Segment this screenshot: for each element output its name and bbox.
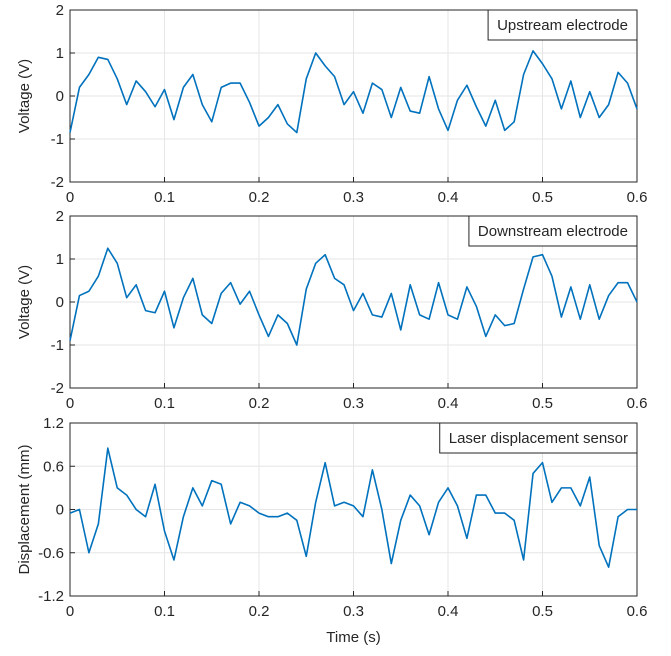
y-tick-label: 0 <box>56 294 64 311</box>
y-axis-label: Displacement (mm) <box>16 444 33 574</box>
legend-label: Upstream electrode <box>497 17 628 34</box>
legend: Downstream electrode <box>468 215 638 247</box>
y-tick-label: -1 <box>51 337 64 354</box>
subplot: 0 0.1 0.2 0.3 0.4 0.5 0.6 -1.2 -0.6 0 0.6 1.2 Displa… <box>16 415 647 646</box>
y-tick-label: 2 <box>56 2 64 19</box>
y-tick-label: 2 <box>56 208 64 225</box>
x-tick-label: 0.6 <box>627 189 648 206</box>
y-tick-label: -1.2 <box>38 588 64 605</box>
axes-box <box>69 9 638 183</box>
y-tick-label: 0 <box>56 88 64 105</box>
x-tick-label: 0.3 <box>343 395 364 412</box>
x-tick-label: 0.1 <box>154 189 175 206</box>
x-tick-label: 0.2 <box>249 603 270 620</box>
legend: Upstream electrode <box>487 9 638 41</box>
x-tick-label: 0.6 <box>627 395 648 412</box>
y-tick-label: 1 <box>56 251 64 268</box>
y-tick-label: -1 <box>51 131 64 148</box>
data-line <box>69 447 637 568</box>
x-tick-label: 0.2 <box>249 395 270 412</box>
y-axis-label: Voltage (V) <box>16 59 33 133</box>
x-tick-label: 0.1 <box>154 603 175 620</box>
x-axis-label: Time (s) <box>326 629 380 646</box>
x-tick-label: 0.5 <box>532 395 553 412</box>
legend-box <box>487 9 638 41</box>
y-tick-label: -0.6 <box>38 545 64 562</box>
x-tick-label: 0.4 <box>438 189 459 206</box>
x-tick-label: 0.5 <box>532 189 553 206</box>
subplot: 0 0.1 0.2 0.3 0.4 0.5 0.6 -2 -1 0 1 2 Voltage (V) Dow… <box>16 208 647 412</box>
y-tick-label: 1 <box>56 45 64 62</box>
y-tick-label: 0 <box>56 502 64 519</box>
legend-box <box>468 215 638 247</box>
y-tick-label: 0.6 <box>43 458 64 475</box>
y-tick-label: -2 <box>51 174 64 191</box>
legend: Laser displacement sensor <box>439 422 638 454</box>
legend-label: Laser displacement sensor <box>449 430 628 447</box>
x-tick-label: 0.2 <box>249 189 270 206</box>
x-tick-label: 0.3 <box>343 603 364 620</box>
data-line <box>69 247 638 346</box>
x-tick-label: 0.6 <box>627 603 648 620</box>
data-line <box>69 50 638 134</box>
x-tick-label: 0.5 <box>532 603 553 620</box>
legend-label: Downstream electrode <box>478 223 628 240</box>
x-tick-label: 0.4 <box>438 603 459 620</box>
x-tick-label: 0.3 <box>343 189 364 206</box>
subplot: 0 0.1 0.2 0.3 0.4 0.5 0.6 -2 -1 0 1 2 Voltage (V) Ups… <box>16 2 647 206</box>
x-tick-label: 0 <box>66 395 74 412</box>
y-tick-label: 1.2 <box>43 415 64 432</box>
x-tick-label: 0 <box>66 603 74 620</box>
x-tick-label: 0.1 <box>154 395 175 412</box>
y-axis-label: Voltage (V) <box>16 265 33 339</box>
x-tick-label: 0.4 <box>438 395 459 412</box>
y-tick-label: -2 <box>51 380 64 397</box>
x-tick-label: 0 <box>66 189 74 206</box>
legend-box <box>439 422 638 454</box>
